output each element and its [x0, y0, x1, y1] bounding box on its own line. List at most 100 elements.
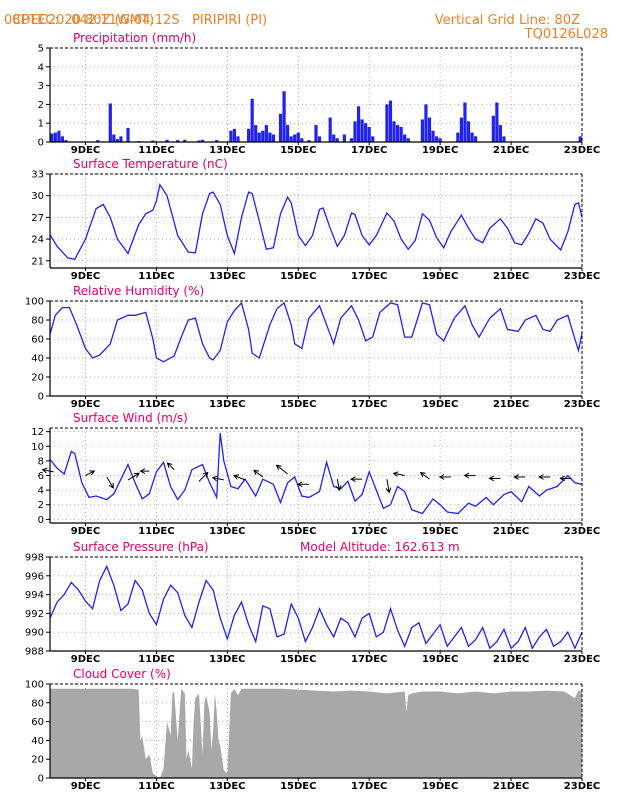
- precip-bar: [300, 138, 304, 142]
- precip-bar: [289, 136, 293, 142]
- precip-bar: [420, 119, 424, 142]
- precip-bar: [459, 117, 464, 142]
- wind-vector: [276, 464, 288, 475]
- precip-bar: [498, 125, 503, 142]
- y-tick-label: 60: [31, 335, 44, 346]
- y-tick-label: 100: [25, 297, 44, 308]
- x-tick-label: 21DEC: [493, 654, 529, 665]
- x-tick-label: 21DEC: [493, 526, 529, 537]
- y-tick-label: 2: [38, 500, 44, 511]
- wind-vector: [212, 477, 224, 481]
- y-tick-label: 10: [31, 442, 44, 453]
- precip-bar: [200, 139, 205, 142]
- precip-bar: [474, 136, 478, 142]
- precip-bar: [264, 125, 268, 142]
- y-tick-label: 40: [31, 736, 44, 747]
- x-tick-label: 21DEC: [493, 145, 529, 156]
- precip-bar: [268, 132, 272, 142]
- x-tick-label: 13DEC: [209, 145, 245, 156]
- x-tick-label: 17DEC: [351, 271, 387, 282]
- precip-bar: [250, 98, 254, 142]
- precip-bar: [371, 136, 375, 142]
- x-tick-label: 21DEC: [493, 271, 529, 282]
- wind-vector: [85, 470, 95, 476]
- x-tick-label: 17DEC: [351, 145, 387, 156]
- precip-bar: [119, 136, 123, 142]
- y-tick-label: 988: [25, 647, 44, 658]
- x-tick-label: 11DEC: [138, 271, 174, 282]
- x-tick-label: 23DEC: [564, 271, 600, 282]
- x-tick-label: 15DEC: [280, 654, 316, 665]
- precip-bar: [438, 138, 442, 142]
- wind-arrowhead: [134, 472, 140, 478]
- x-tick-label: 13DEC: [209, 781, 245, 792]
- x-tick-label: 11DEC: [138, 145, 174, 156]
- x-tick-label: 21DEC: [493, 399, 529, 410]
- x-tick-label: 17DEC: [351, 781, 387, 792]
- y-tick-label: 80: [31, 316, 44, 327]
- precip-bar: [399, 126, 403, 142]
- precip-bar: [406, 138, 410, 142]
- x-tick-label: 15DEC: [280, 781, 316, 792]
- wind-vector: [420, 472, 430, 480]
- y-tick-label: 5: [38, 44, 44, 55]
- y-tick-label: 40: [31, 354, 44, 365]
- wind-vector: [336, 479, 340, 491]
- wind-arrowhead: [211, 475, 218, 482]
- x-tick-label: 13DEC: [209, 526, 245, 537]
- x-tick-label: 17DEC: [351, 526, 387, 537]
- wind-arrowhead: [463, 472, 470, 479]
- precip-bar: [261, 130, 265, 142]
- x-tick-label: 9DEC: [71, 271, 100, 282]
- precip-bar: [395, 125, 400, 142]
- precip-bar: [112, 134, 116, 142]
- wind-arrowhead: [89, 470, 96, 476]
- series-line: [49, 433, 583, 515]
- x-tick-label: 11DEC: [138, 399, 174, 410]
- y-tick-label: 994: [25, 590, 44, 601]
- precip-bar: [271, 134, 276, 142]
- precip-bar: [314, 125, 318, 142]
- precip-bar: [64, 140, 68, 142]
- x-tick-label: 19DEC: [422, 654, 458, 665]
- x-tick-label: 13DEC: [209, 399, 245, 410]
- precip-bar: [215, 140, 219, 142]
- precip-bar: [254, 125, 258, 142]
- cloud-cover-area: [50, 688, 582, 778]
- wind-vector: [106, 476, 114, 489]
- y-tick-label: 8: [38, 456, 44, 467]
- y-tick-label: 996: [25, 571, 44, 582]
- y-tick-label: 30: [31, 191, 44, 202]
- precip-bar: [317, 136, 322, 142]
- wind-arrowhead: [233, 474, 240, 480]
- y-tick-label: 4: [38, 62, 44, 73]
- precip-bar: [115, 139, 119, 142]
- precip-bar: [60, 136, 65, 142]
- x-tick-label: 19DEC: [422, 781, 458, 792]
- y-tick-label: 60: [31, 717, 44, 728]
- precip-bar: [388, 100, 393, 142]
- precip-bar: [502, 136, 506, 142]
- wind-arrowhead: [335, 485, 342, 492]
- wind-arrowhead: [41, 467, 48, 474]
- precip-bar: [470, 132, 474, 142]
- precip-bar: [165, 139, 169, 142]
- x-tick-label: 13DEC: [209, 271, 245, 282]
- precip-bar: [278, 113, 283, 142]
- y-tick-label: 20: [31, 755, 44, 766]
- y-tick-label: 21: [31, 256, 44, 267]
- wind-vector: [233, 475, 246, 481]
- series-line: [49, 301, 583, 363]
- panel-title: Relative Humidity (%): [73, 284, 204, 298]
- y-tick-label: 100: [25, 680, 44, 691]
- precip-bar: [342, 134, 346, 142]
- y-tick-label: 3: [38, 81, 44, 92]
- panel-title: Cloud Cover (%): [73, 667, 171, 681]
- precip-bar: [247, 128, 251, 142]
- coords-label: 042:11W-04:12S: [71, 13, 180, 28]
- x-tick-label: 15DEC: [280, 145, 316, 156]
- precip-bar: [296, 132, 300, 142]
- wind-arrowhead: [296, 481, 303, 488]
- location-label: PIRIPIRI (PI): [192, 13, 268, 28]
